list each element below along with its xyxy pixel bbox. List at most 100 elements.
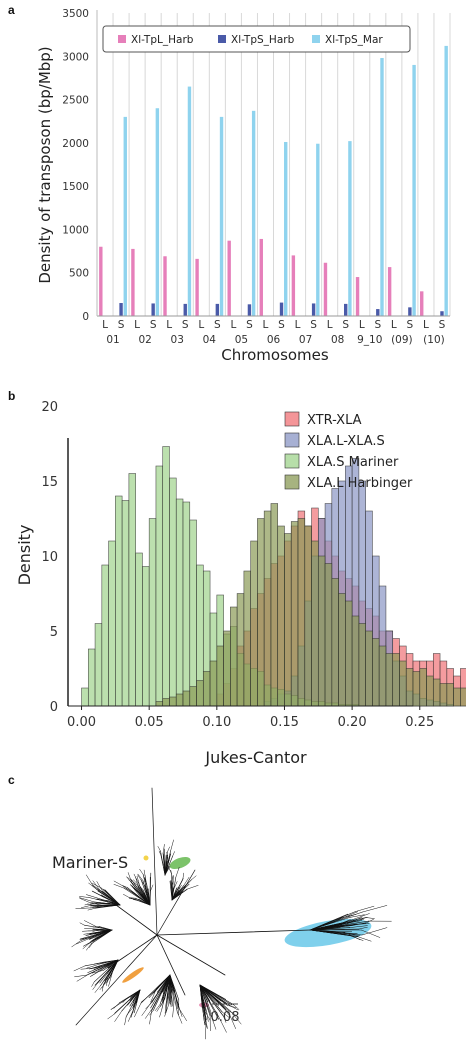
tree-branch [88, 929, 113, 940]
panel-b-xtick-label: 0.15 [270, 715, 299, 730]
tree-branch [104, 973, 110, 982]
tree-branch [94, 959, 119, 986]
tree-branch [86, 874, 93, 886]
panel-b-bar [169, 696, 177, 707]
tree-branch [149, 1009, 154, 1016]
tree-branch [150, 974, 171, 1009]
tree-branch [365, 917, 375, 919]
tree-branch [168, 974, 171, 1005]
tree-branch [114, 1010, 123, 1022]
panel-b-ytick-label: 15 [41, 475, 58, 490]
panel-b-bar [419, 668, 427, 707]
panel-a-subgroup-label: L [263, 319, 269, 331]
panel-b-bar [175, 498, 184, 707]
tree-branch [199, 984, 207, 1021]
tree-branch [344, 913, 370, 923]
tree-branch [125, 888, 133, 893]
tree-branch [199, 984, 228, 1006]
tree-branch [364, 919, 374, 924]
tree-branch [101, 982, 106, 989]
tree-branch [199, 984, 226, 1000]
panel-a-subgroup-label: S [278, 319, 285, 331]
panel-a-bar [348, 141, 352, 316]
tree-branch [93, 928, 113, 931]
panel-c-letter: c [8, 773, 15, 787]
tree-branch [85, 929, 113, 936]
tree-branch [145, 1007, 153, 1019]
tree-branch [334, 911, 358, 922]
panel-a-bars [99, 45, 448, 316]
panel-a-bar [247, 304, 252, 316]
panel-a-letter: a [8, 3, 15, 17]
panel-b-xtick-label: 0.10 [202, 715, 231, 730]
panel-a-bar [215, 303, 220, 316]
tree-branch [167, 846, 170, 853]
tree-branch [94, 959, 119, 983]
tree-branch [98, 926, 113, 931]
tree-branch [132, 899, 139, 901]
panel-b: b 0 5 10 15 20 0.00 0.05 0.10 0.15 0.20 0.25 Dens… [8, 389, 466, 767]
panel-b-ytick-label: 5 [50, 625, 58, 640]
tree-branch [124, 1016, 127, 1026]
panel-a-bar [408, 307, 412, 316]
tree-branch [110, 989, 141, 1010]
tree-branch [79, 898, 91, 904]
panel-a-bar [380, 58, 384, 316]
panel-b-legend-label: XTR-XLA [307, 413, 362, 428]
tree-branch [127, 872, 133, 884]
tree-branch [170, 839, 174, 851]
panel-a-bar [355, 277, 360, 316]
tree-branch [75, 934, 158, 1026]
panel-a-gridlines [96, 13, 451, 316]
tree-branch [79, 922, 85, 926]
panel-b-bar [460, 687, 466, 707]
tree-branch [159, 1009, 163, 1018]
tree-branch [129, 989, 141, 1007]
tree-branch [123, 894, 130, 898]
tree-branch [96, 881, 103, 892]
tree-branch [163, 974, 171, 992]
tree-branch [90, 937, 96, 942]
tree-branch [81, 904, 93, 908]
panel-a-ytick-label: 2500 [62, 95, 89, 107]
panel-b-bar [142, 566, 150, 707]
panel-a-group-label: 01 [106, 334, 119, 346]
panel-a-group-label: 9_10 [357, 334, 382, 346]
tree-branch [93, 901, 121, 906]
panel-a-subgroup-label: L [391, 319, 397, 331]
tree-branch [113, 884, 125, 889]
tree-branch [99, 977, 111, 991]
panel-a-group-label: (09) [391, 334, 413, 346]
panel-a-y-ticks: 0 500 1000 1500 2000 2500 3000 3500 [62, 8, 89, 323]
tree-branch [156, 869, 196, 936]
tree-branch [169, 974, 173, 1004]
tree-branch [79, 937, 89, 940]
panel-a-subgroup-label: S [118, 319, 125, 331]
panel-a-bar [131, 248, 135, 316]
highlight-clade-green [169, 856, 191, 870]
panel-b-bar [263, 510, 272, 707]
tree-branch [79, 896, 90, 898]
tree-branch [228, 1013, 236, 1029]
tree-branch [162, 991, 164, 1001]
panel-b-bar [412, 671, 421, 707]
tree-branch [206, 999, 212, 1014]
tree-branch [91, 902, 105, 907]
panel-b-bar [108, 540, 116, 707]
tree-branch [140, 991, 155, 1003]
tree-branch [104, 959, 119, 983]
panel-a-subgroup-label: S [246, 319, 253, 331]
tree-branch [150, 987, 158, 1003]
tree-branch [108, 971, 113, 987]
tree-branch [133, 873, 141, 887]
tree-branch [71, 940, 82, 948]
panel-a-bar [376, 309, 380, 316]
tree-branch [130, 989, 141, 998]
panel-b-bar [439, 683, 448, 707]
tree-branch [357, 936, 372, 942]
panel-a-bar [323, 262, 328, 316]
panel-b-bar [128, 473, 136, 707]
tree-branch [199, 984, 209, 1003]
tree-branch [156, 934, 186, 996]
tree-branch [158, 850, 162, 856]
